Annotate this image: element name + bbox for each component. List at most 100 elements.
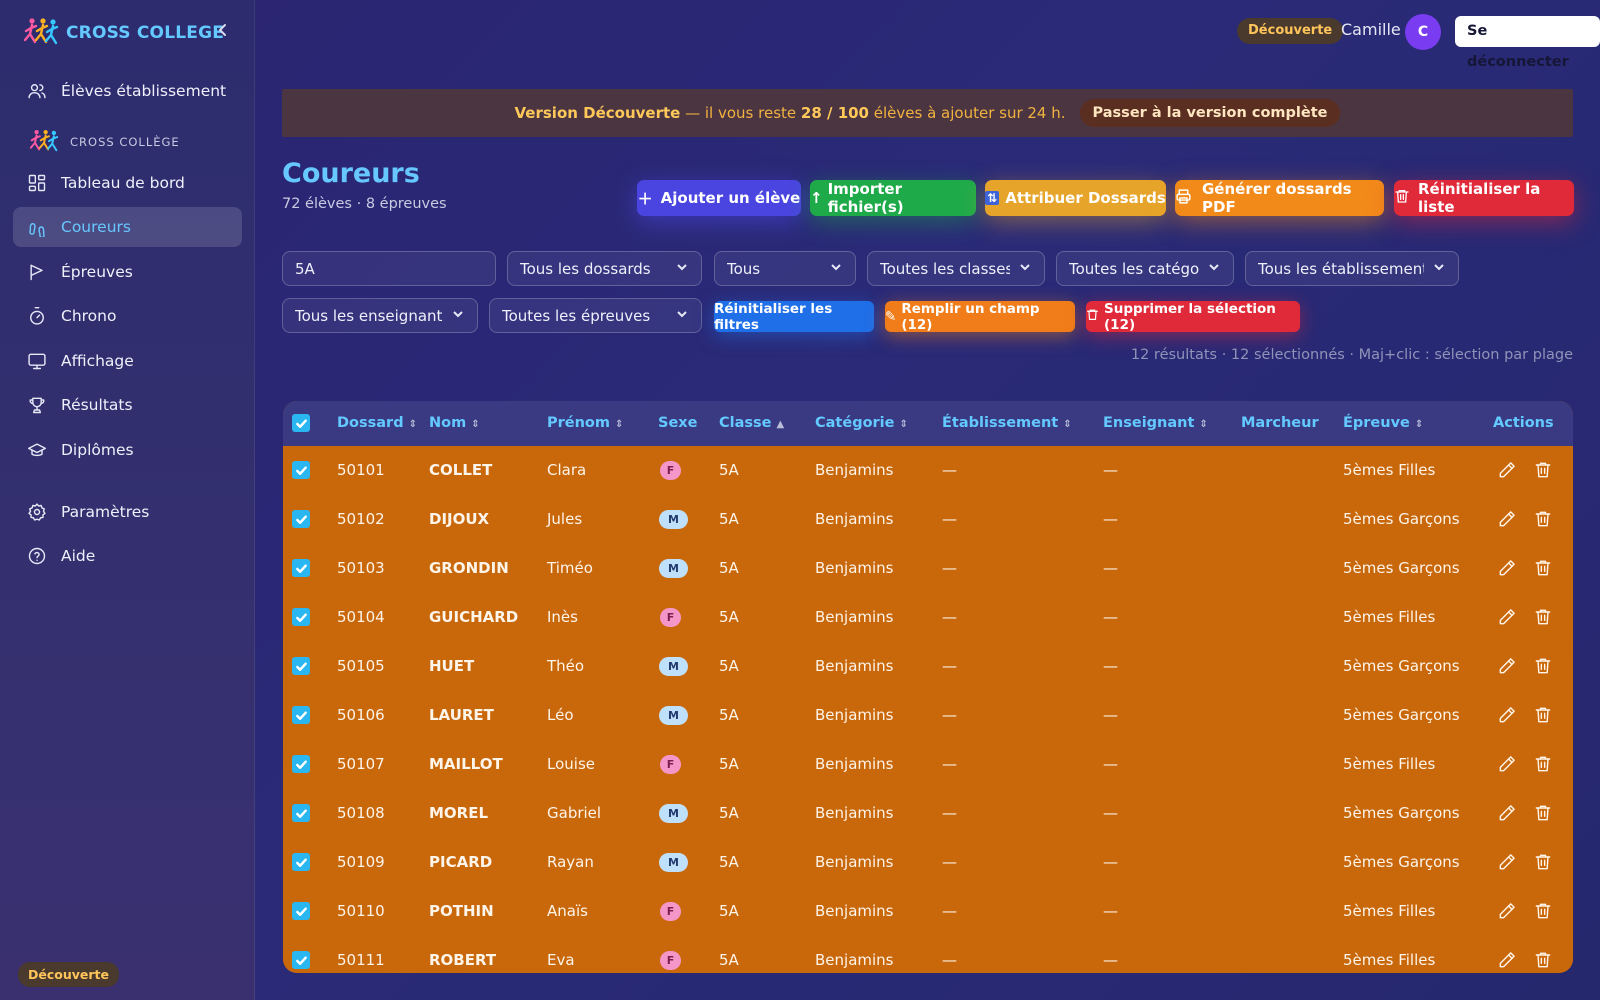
row-checkbox[interactable] [292, 510, 310, 528]
sidebar-item-eleves-etablissement[interactable]: Élèves établissement [13, 71, 242, 111]
table-row[interactable]: 50102 DIJOUX Jules M 5A Benjamins — — 5èmes Garç… [283, 495, 1573, 544]
column-dossard[interactable]: Dossard ⇕ [337, 401, 419, 446]
upgrade-button[interactable]: Passer à la version complète [1079, 99, 1341, 127]
trash-icon [1394, 188, 1410, 208]
table-row[interactable]: 50105 HUET Théo M 5A Benjamins — — 5èmes Garçons [283, 642, 1573, 691]
column-nom[interactable]: Nom ⇕ [429, 401, 481, 446]
generate-pdf-label: Générer dossards PDF [1202, 180, 1352, 216]
column-classe[interactable]: Classe ▲ [719, 401, 787, 446]
column-etablissement[interactable]: Établissement ⇕ [942, 401, 1073, 446]
reset-list-button[interactable]: Réinitialiser la liste [1394, 180, 1574, 216]
edit-pencil-icon[interactable] [1497, 509, 1517, 529]
column-enseignant[interactable]: Enseignant ⇕ [1103, 401, 1209, 446]
edit-pencil-icon[interactable] [1497, 901, 1517, 921]
cell-etablissement: — [942, 608, 957, 626]
dossards-filter-select[interactable]: Tous les dossards [507, 251, 702, 286]
sidebar-item-parametres[interactable]: Paramètres [13, 492, 242, 532]
sexe-filter-select[interactable]: Tous [714, 251, 856, 286]
delete-trash-icon[interactable] [1533, 754, 1553, 774]
edit-pencil-icon[interactable] [1497, 607, 1517, 627]
row-checkbox[interactable] [292, 853, 310, 871]
table-row[interactable]: 50106 LAURET Léo M 5A Benjamins — — 5èmes Garçon… [283, 691, 1573, 740]
row-checkbox[interactable] [292, 755, 310, 773]
epreuves-filter-select[interactable]: Toutes les épreuves [489, 298, 702, 333]
add-student-button[interactable]: ＋ Ajouter un élève [637, 180, 801, 216]
edit-pencil-icon[interactable] [1497, 705, 1517, 725]
fill-field-button[interactable]: ✎ Remplir un champ (12) [885, 301, 1075, 333]
table-row[interactable]: 50103 GRONDIN Timéo M 5A Benjamins — — 5èmes Gar… [283, 544, 1573, 593]
column-epreuve[interactable]: Épreuve ⇕ [1343, 401, 1425, 446]
edit-pencil-icon[interactable] [1497, 754, 1517, 774]
sidebar-item-diplomes[interactable]: Diplômes [13, 430, 242, 470]
row-checkbox[interactable] [292, 559, 310, 577]
categories-filter-select[interactable]: Toutes les catégories [1056, 251, 1234, 286]
cell-etablissement: — [942, 706, 957, 724]
sidebar-item-tableau-de-bord[interactable]: Tableau de bord [13, 163, 242, 203]
row-checkbox[interactable] [292, 461, 310, 479]
sidebar-item-aide[interactable]: Aide [13, 536, 242, 576]
sidebar-item-affichage[interactable]: Affichage [13, 341, 242, 381]
generate-pdf-button[interactable]: Générer dossards PDF [1175, 180, 1384, 216]
assign-bibs-button[interactable]: ⇅ Attribuer Dossards [985, 180, 1166, 216]
row-checkbox[interactable] [292, 657, 310, 675]
delete-selection-button[interactable]: Supprimer la sélection (12) [1086, 301, 1300, 333]
collapse-sidebar-chevron-icon[interactable] [212, 22, 234, 44]
sidebar-item-epreuves[interactable]: Épreuves [13, 252, 242, 292]
sexe-badge: F [660, 951, 681, 970]
delete-trash-icon[interactable] [1533, 950, 1553, 970]
import-files-label: Importer fichier(s) [827, 180, 904, 216]
etablissements-filter-select[interactable]: Tous les établissements [1245, 251, 1459, 286]
delete-trash-icon[interactable] [1533, 656, 1553, 676]
sort-icon: ⇕ [408, 419, 417, 430]
logout-button[interactable]: Se déconnecter [1455, 16, 1600, 70]
row-checkbox[interactable] [292, 608, 310, 626]
avatar[interactable]: C [1405, 14, 1441, 50]
edit-pencil-icon[interactable] [1497, 803, 1517, 823]
classes-filter-select[interactable]: Toutes les classes [867, 251, 1045, 286]
column-label: Dossard [337, 415, 404, 431]
cell-etablissement: — [942, 804, 957, 822]
delete-trash-icon[interactable] [1533, 705, 1553, 725]
edit-pencil-icon[interactable] [1497, 656, 1517, 676]
cell-nom: HUET [429, 657, 475, 675]
table-row[interactable]: 50101 COLLET Clara F 5A Benjamins — — 5èmes Fill… [283, 446, 1573, 495]
sidebar-item-resultats[interactable]: Résultats [13, 385, 242, 425]
row-checkbox[interactable] [292, 902, 310, 920]
table-row[interactable]: 50111 ROBERT Eva F 5A Benjamins — — 5èmes Filles [283, 936, 1573, 973]
column-prenom[interactable]: Prénom ⇕ [547, 401, 625, 446]
sidebar-item-chrono[interactable]: Chrono [13, 296, 242, 336]
delete-trash-icon[interactable] [1533, 852, 1553, 872]
delete-trash-icon[interactable] [1533, 803, 1553, 823]
cell-dossard: 50106 [337, 706, 385, 724]
delete-trash-icon[interactable] [1533, 901, 1553, 921]
row-checkbox[interactable] [292, 804, 310, 822]
cell-categorie: Benjamins [815, 608, 894, 626]
delete-trash-icon[interactable] [1533, 509, 1553, 529]
table-row[interactable]: 50109 PICARD Rayan M 5A Benjamins — — 5èmes Garç… [283, 838, 1573, 887]
edit-pencil-icon[interactable] [1497, 558, 1517, 578]
search-input[interactable]: 5A [282, 251, 496, 286]
enseignants-filter-select[interactable]: Tous les enseignants [282, 298, 478, 333]
edit-pencil-icon[interactable] [1497, 852, 1517, 872]
cell-etablissement: — [942, 853, 957, 871]
import-files-button[interactable]: ↑ Importer fichier(s) [810, 180, 976, 216]
row-checkbox[interactable] [292, 706, 310, 724]
delete-trash-icon[interactable] [1533, 558, 1553, 578]
column-categorie[interactable]: Catégorie ⇕ [815, 401, 910, 446]
brand[interactable]: CROSS COLLEGE [22, 16, 242, 50]
edit-pencil-icon[interactable] [1497, 460, 1517, 480]
table-row[interactable]: 50107 MAILLOT Louise F 5A Benjamins — — 5èmes Fi… [283, 740, 1573, 789]
sexe-badge: M [659, 559, 688, 578]
reset-filters-button[interactable]: Réinitialiser les filtres [714, 301, 874, 333]
table-row[interactable]: 50108 MOREL Gabriel M 5A Benjamins — — 5èmes Gar… [283, 789, 1573, 838]
delete-trash-icon[interactable] [1533, 460, 1553, 480]
cell-nom: LAURET [429, 706, 494, 724]
select-all-checkbox[interactable] [292, 414, 310, 432]
edit-pencil-icon[interactable] [1497, 950, 1517, 970]
table-row[interactable]: 50104 GUICHARD Inès F 5A Benjamins — — 5èmes Fil… [283, 593, 1573, 642]
sidebar-item-coureurs[interactable]: Coureurs [13, 207, 242, 247]
table-row[interactable]: 50110 POTHIN Anaïs F 5A Benjamins — — 5èmes Fill… [283, 887, 1573, 936]
cell-epreuve: 5èmes Filles [1343, 902, 1436, 920]
delete-trash-icon[interactable] [1533, 607, 1553, 627]
row-checkbox[interactable] [292, 951, 310, 969]
